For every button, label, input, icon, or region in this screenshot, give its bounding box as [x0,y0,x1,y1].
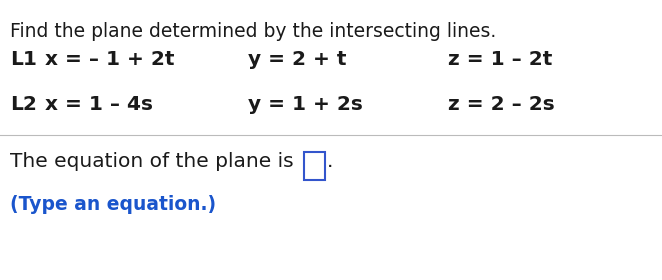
Text: y = 2 + t: y = 2 + t [248,50,346,69]
Text: z = 1 – 2t: z = 1 – 2t [448,50,552,69]
Text: x = 1 – 4s: x = 1 – 4s [45,95,153,114]
Text: y = 1 + 2s: y = 1 + 2s [248,95,363,114]
Text: L2: L2 [10,95,37,114]
Text: z = 2 – 2s: z = 2 – 2s [448,95,555,114]
Text: (Type an equation.): (Type an equation.) [10,195,216,214]
Text: L1: L1 [10,50,37,69]
FancyBboxPatch shape [304,152,325,180]
Text: .: . [327,152,334,171]
Text: The equation of the plane is: The equation of the plane is [10,152,300,171]
Text: x = – 1 + 2t: x = – 1 + 2t [45,50,175,69]
Text: Find the plane determined by the intersecting lines.: Find the plane determined by the interse… [10,22,496,41]
